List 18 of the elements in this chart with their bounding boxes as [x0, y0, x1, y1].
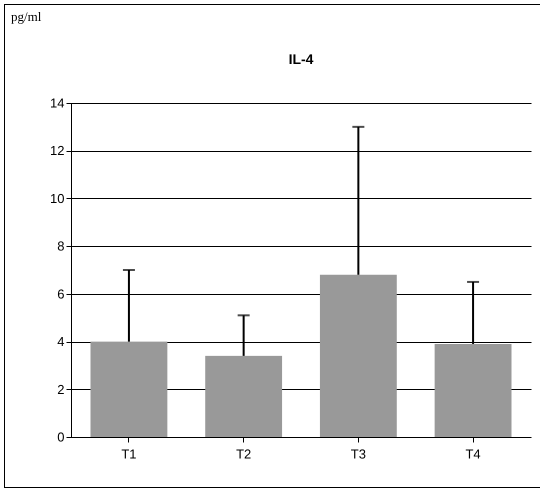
- x-tick-label: T2: [236, 446, 252, 462]
- bar: [320, 274, 397, 437]
- chart-title: IL-4: [288, 51, 314, 67]
- y-tick-label: 10: [50, 190, 64, 206]
- bar: [434, 344, 512, 437]
- y-tick-label: 6: [57, 286, 64, 302]
- text: pg/ml: [11, 9, 42, 24]
- x-tick-label: T1: [121, 446, 137, 462]
- x-tick-label: T3: [350, 446, 366, 462]
- bar: [90, 342, 168, 437]
- y-tick-label: 8: [57, 238, 64, 254]
- y-tick-label: 2: [57, 382, 64, 397]
- y-tick-label: 12: [50, 143, 64, 158]
- bar: [205, 356, 282, 437]
- x-tick-label: T4: [465, 446, 481, 462]
- y-tick-label: 14: [50, 96, 64, 110]
- y-tick-label: 0: [57, 430, 64, 444]
- y-tick-label: 4: [57, 334, 64, 350]
